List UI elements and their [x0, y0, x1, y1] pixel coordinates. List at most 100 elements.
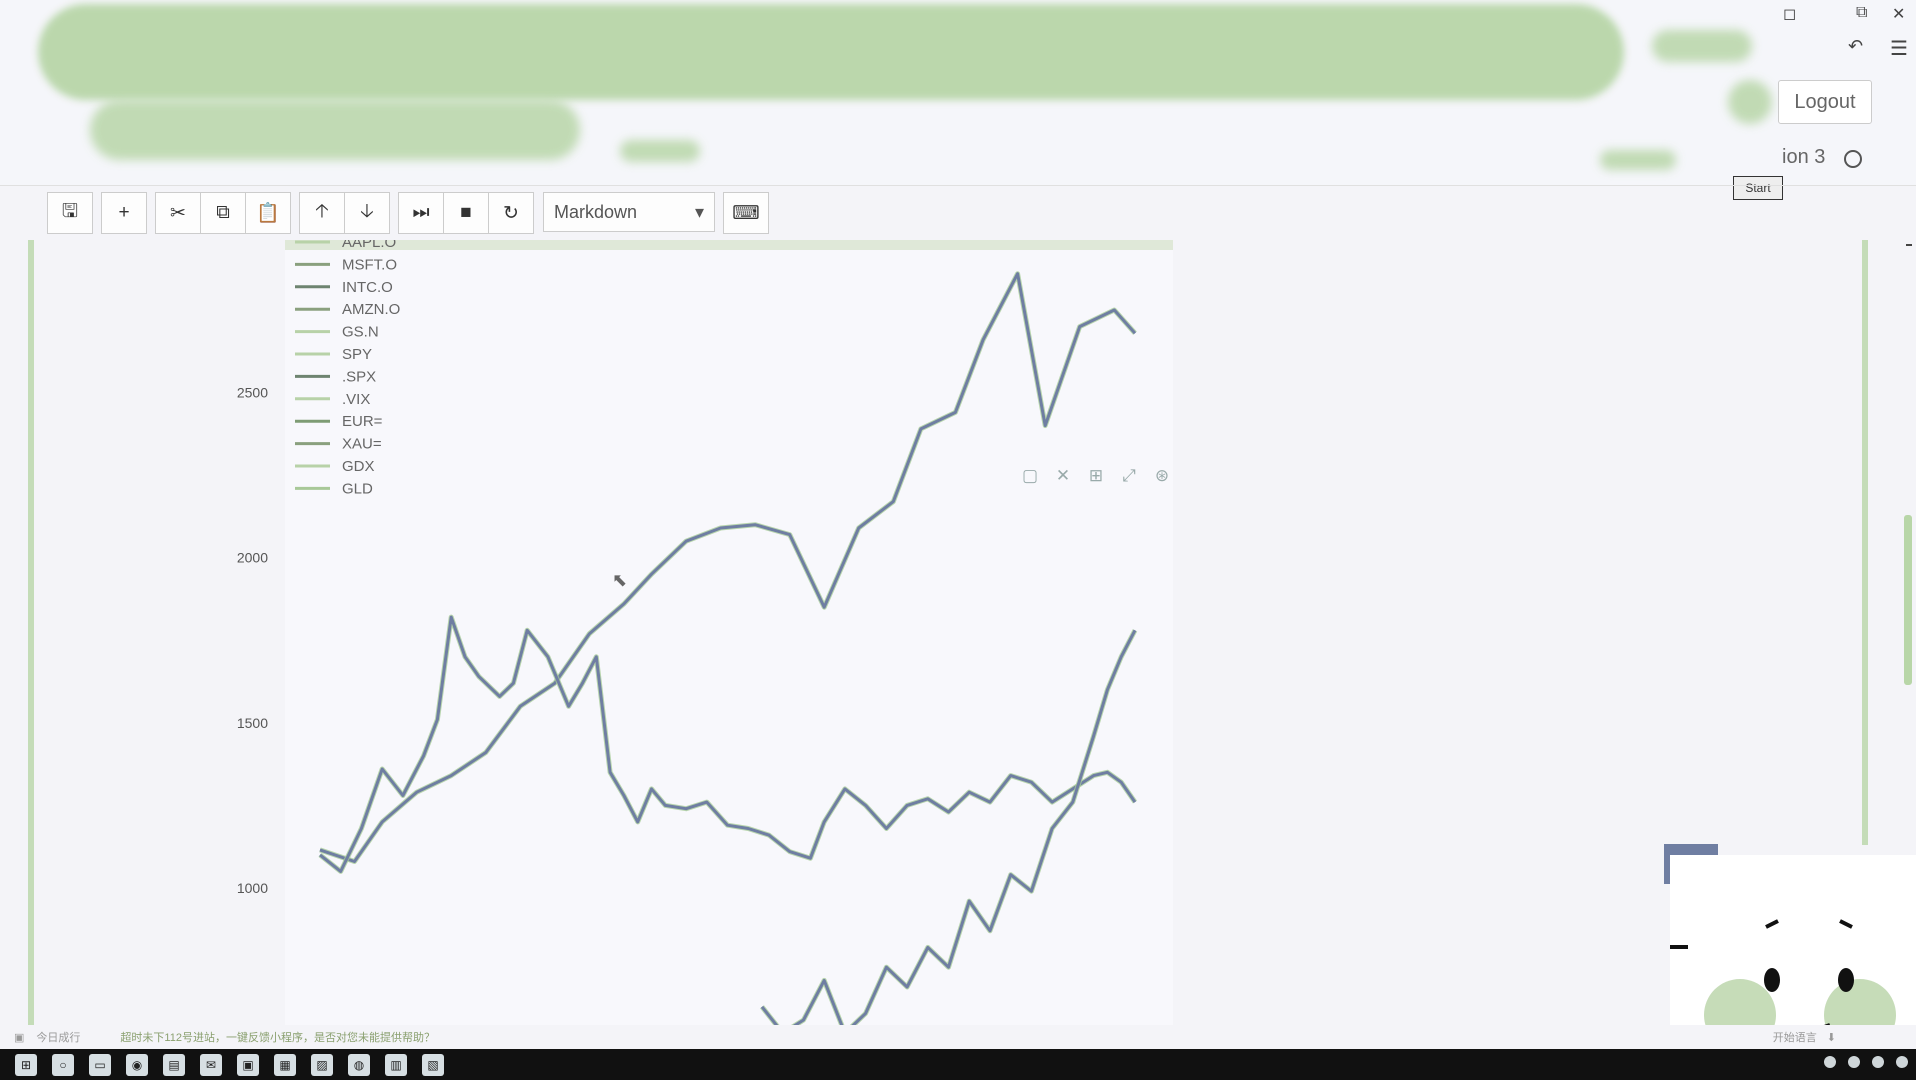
y-tick-label: 2000: [237, 550, 268, 566]
start-tag[interactable]: Start: [1733, 176, 1783, 200]
window-close-icon[interactable]: ✕: [1892, 6, 1906, 23]
toolbar-group-edit: ✂ ⧉ 📋: [155, 192, 291, 234]
blurred-item: [1600, 150, 1676, 170]
interrupt-button[interactable]: ■: [443, 192, 489, 234]
series-glow-spx: [319, 271, 1137, 864]
chart-legend: AAPL.O MSFT.O INTC.O AMZN.O GS.N SPY .SPX .VIX E…: [295, 240, 400, 497]
notification-icon[interactable]: [1896, 1056, 1908, 1068]
run-icon: ⏭: [412, 202, 430, 223]
insert-cell-button[interactable]: +: [101, 192, 147, 234]
legend-label: GLD: [342, 480, 373, 497]
blurred-banner: [38, 4, 1624, 100]
figure-toolbar: ▢ ✕ ⊞ ⤢ ⊛: [1018, 464, 1174, 488]
legend-label: XAU=: [342, 436, 382, 453]
network-icon[interactable]: [1824, 1056, 1836, 1068]
scissors-icon: ✂: [170, 202, 186, 224]
price-chart: 1000 1500 2000 2500 AAPL.O MSFT.O INTC.O AMZN.…: [237, 240, 1138, 1030]
legend-label: INTC.O: [342, 279, 393, 296]
mail-icon[interactable]: ✉: [200, 1053, 222, 1076]
move-down-button[interactable]: 🡣: [344, 192, 390, 234]
volume-icon[interactable]: [1848, 1056, 1860, 1068]
plot-panel: [285, 240, 1173, 1025]
status-left-icon: ▣: [14, 1031, 25, 1044]
menu-icon[interactable]: ☰: [1890, 38, 1908, 60]
search-icon[interactable]: ○: [52, 1053, 74, 1076]
task-view-icon[interactable]: ▭: [89, 1053, 111, 1076]
move-up-button[interactable]: 🡡: [299, 192, 345, 234]
series-glow-xau: [318, 614, 1138, 874]
notebook-header: ◻ ⧉ ✕ ↶ ☰ Logout ion 3: [0, 0, 1916, 185]
overlay-dash: [1670, 945, 1688, 949]
windows-icon[interactable]: ⊞: [15, 1053, 37, 1076]
chart-series-lines: [318, 271, 1138, 1030]
folder-icon[interactable]: ▤: [163, 1053, 185, 1076]
copy-button[interactable]: ⧉: [200, 192, 246, 234]
toolbar-group-palette: ⌨: [723, 192, 769, 234]
paste-button[interactable]: 📋: [245, 192, 291, 234]
arrow-up-icon: 🡡: [315, 201, 329, 222]
status-link[interactable]: 超时未下112号进站，一键反馈小程序，是否对您未能提供帮助？: [120, 1032, 435, 1044]
status-left-text: 今日成行: [36, 1032, 81, 1044]
series-line-spx: [319, 272, 1137, 863]
run-button[interactable]: ⏭: [398, 192, 444, 234]
terminal-icon[interactable]: ▥: [385, 1053, 407, 1076]
save-button[interactable]: 🖫: [47, 192, 93, 234]
cell-left-rail: [28, 240, 34, 1025]
stop-icon: ■: [460, 202, 472, 223]
paste-icon: 📋: [256, 203, 280, 224]
store-icon[interactable]: ▧: [422, 1053, 444, 1076]
system-tray: [1824, 1056, 1908, 1068]
left-eyebrow: [1765, 919, 1779, 929]
notebook-icon[interactable]: ▣: [237, 1053, 259, 1076]
window-restore-icon[interactable]: ⧉: [1856, 4, 1868, 21]
restart-button[interactable]: ↻: [488, 192, 534, 234]
keyboard-icon: ⌨: [732, 202, 760, 224]
copy-icon: ⧉: [216, 202, 230, 223]
blurred-item: [1652, 30, 1752, 62]
legend-label: SPY: [342, 346, 372, 363]
taskbar: ⊞ ○ ▭ ◉ ▤ ✉ ▣ ▦ ▨ ◍ ▥ ▧: [0, 1049, 1916, 1080]
arrow-down-icon: 🡣: [360, 201, 374, 222]
cut-button[interactable]: ✂: [155, 192, 201, 234]
cell-type-value: Markdown: [554, 201, 638, 222]
photos-icon[interactable]: ▨: [311, 1053, 333, 1076]
legend-label: GS.N: [342, 324, 379, 341]
cell-type-select[interactable]: Markdown ▾: [543, 192, 715, 232]
chat-icon[interactable]: ◍: [348, 1053, 370, 1076]
save-icon: 🖫: [61, 201, 79, 222]
right-eye: [1838, 968, 1854, 992]
undo-icon[interactable]: ↶: [1848, 36, 1864, 56]
toolbar-group-file: 🖫: [47, 192, 93, 234]
figure-settings-icon[interactable]: ⊛: [1154, 466, 1170, 485]
legend-label: GDX: [342, 458, 375, 475]
restart-icon: ↻: [503, 202, 519, 224]
plus-icon: +: [118, 202, 130, 223]
blurred-item: [620, 140, 700, 162]
logout-button[interactable]: Logout: [1778, 80, 1872, 124]
window-minimize-icon[interactable]: ◻: [1783, 6, 1797, 23]
y-axis-ticks: 1000 1500 2000 2500: [237, 385, 268, 896]
toolbar-group-move: 🡡 🡣: [299, 192, 390, 234]
toolbar-group-celltype: Markdown ▾: [543, 192, 715, 232]
browser-icon[interactable]: ◉: [126, 1053, 148, 1076]
command-palette-button[interactable]: ⌨: [723, 192, 769, 234]
figure-select-icon[interactable]: ▢: [1021, 466, 1039, 485]
scrollbar-thumb[interactable]: [1904, 515, 1912, 685]
battery-icon[interactable]: [1872, 1056, 1884, 1068]
figure-zoom-icon[interactable]: ⤢: [1122, 466, 1136, 485]
legend-label: .VIX: [342, 391, 370, 408]
series-line-xau: [319, 615, 1137, 873]
figure-close-icon[interactable]: ✕: [1055, 466, 1071, 485]
legend-label: AMZN.O: [342, 301, 400, 318]
figure-pan-icon[interactable]: ⊞: [1088, 466, 1104, 485]
left-eye: [1764, 968, 1780, 992]
kernel-status-indicator: [1844, 150, 1862, 168]
blurred-menu: [90, 100, 580, 160]
status-right-text: 开始语言: [1772, 1032, 1817, 1044]
header-divider: [0, 185, 1916, 186]
y-tick-label: 1000: [237, 880, 268, 896]
toolbar-group-insert: +: [101, 192, 147, 234]
chevron-down-icon: ▾: [694, 201, 704, 222]
calendar-icon[interactable]: ▦: [274, 1053, 296, 1076]
toolbar-group-run: ⏭ ■ ↻: [398, 192, 534, 234]
